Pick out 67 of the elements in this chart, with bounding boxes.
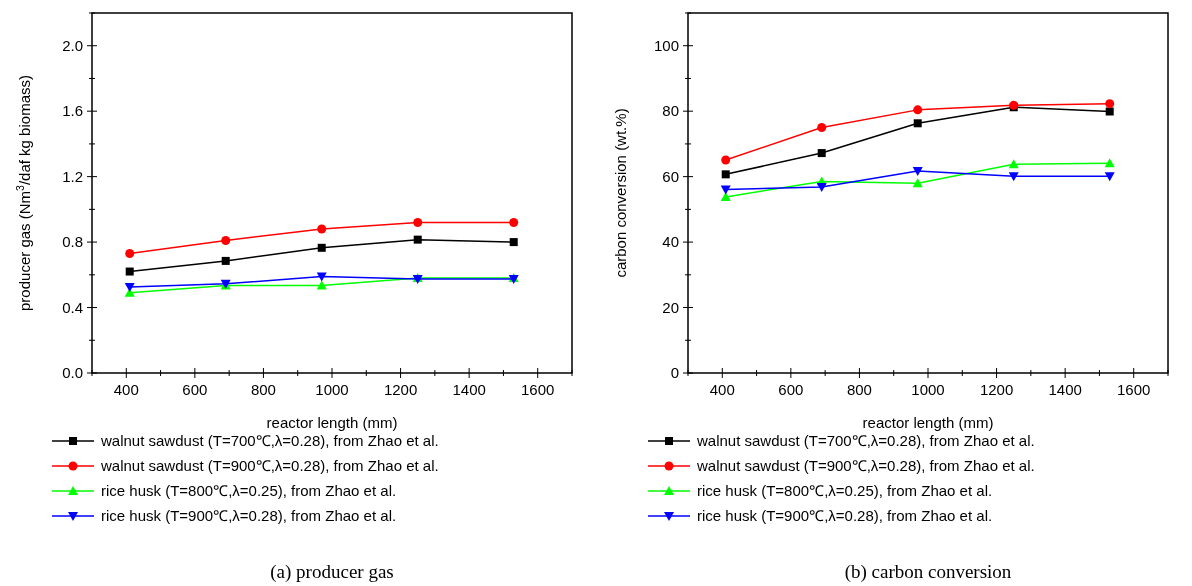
point xyxy=(912,167,923,177)
y-tick-label: 2.0 xyxy=(62,36,83,54)
legend-label: rice husk (T=800℃,λ=0.25), from Zhao et al. xyxy=(697,482,993,499)
point xyxy=(1105,99,1115,109)
x-tick-label: 1400 xyxy=(452,381,486,398)
x-tick-label: 600 xyxy=(182,381,208,398)
x-tick-label: 1000 xyxy=(911,381,945,398)
point xyxy=(720,185,731,195)
x-tick-label: 1200 xyxy=(979,381,1014,398)
point xyxy=(413,217,423,227)
point xyxy=(509,217,519,227)
point xyxy=(316,272,327,282)
x-tick-label: 600 xyxy=(778,381,804,398)
point xyxy=(1008,159,1019,169)
y-tick-label: 100 xyxy=(653,36,679,54)
text: (b) carbon conversion xyxy=(844,561,1012,583)
point xyxy=(721,155,731,165)
point xyxy=(817,123,827,133)
y-tick-label: 0.4 xyxy=(62,298,83,316)
legend-label: walnut sawdust (T=900℃,λ=0.28), from Zhao et al. xyxy=(696,457,1035,474)
x-tick-label: 1200 xyxy=(383,381,418,398)
point xyxy=(221,256,230,265)
point xyxy=(816,183,827,193)
point xyxy=(1105,107,1114,116)
point xyxy=(817,149,826,158)
y-tick-label: 1.2 xyxy=(62,167,83,185)
point xyxy=(221,235,231,245)
x-tick-label: 1400 xyxy=(1048,381,1082,398)
point xyxy=(1104,172,1115,182)
point xyxy=(509,238,518,247)
y-tick-label: 20 xyxy=(662,298,679,316)
x-tick-label: 400 xyxy=(113,381,139,398)
y-tick-label: 80 xyxy=(662,102,679,120)
legend-label: walnut sawdust (T=900℃,λ=0.28), from Zhao et al. xyxy=(100,457,439,474)
x-tick-label: 800 xyxy=(846,381,872,398)
point xyxy=(413,235,422,244)
point xyxy=(913,119,922,128)
point xyxy=(721,170,730,179)
legend-label: rice husk (T=900℃,λ=0.28), from Zhao et al. xyxy=(101,507,397,524)
x-tick-label: 1600 xyxy=(521,381,555,398)
x-tick-label: 1000 xyxy=(315,381,349,398)
y-tick-label: 60 xyxy=(662,167,679,185)
legend-label: walnut sawdust (T=700℃,λ=0.28), from Zhao et al. xyxy=(100,432,439,449)
x-axis-title: reactor length (mm) xyxy=(266,414,398,431)
y-tick-label: 0 xyxy=(670,364,679,381)
point xyxy=(912,178,923,188)
point xyxy=(1008,172,1019,182)
x-tick-label: 1600 xyxy=(1117,381,1151,398)
x-axis-title: reactor length (mm) xyxy=(862,414,994,431)
legend-label: rice husk (T=900℃,λ=0.28), from Zhao et al. xyxy=(697,507,993,524)
y-tick-label: 0.8 xyxy=(62,233,83,251)
y-tick-label: 40 xyxy=(662,233,679,251)
legend-label: walnut sawdust (T=700℃,λ=0.28), from Zhao et al. xyxy=(696,432,1035,449)
point xyxy=(317,224,327,234)
point xyxy=(125,267,134,276)
x-tick-label: 400 xyxy=(709,381,735,398)
point xyxy=(1104,158,1115,168)
text: (a) producer gas xyxy=(270,561,394,583)
y-axis-title: carbon conversion (wt.%) xyxy=(612,108,629,278)
y-tick-label: 1.6 xyxy=(62,102,83,120)
point xyxy=(913,105,923,115)
legend-label: rice husk (T=800℃,λ=0.25), from Zhao et al. xyxy=(101,482,397,499)
x-tick-label: 800 xyxy=(250,381,276,398)
point xyxy=(124,283,135,293)
y-tick-label: 0.0 xyxy=(62,364,83,381)
point xyxy=(317,243,326,252)
point xyxy=(125,249,135,259)
